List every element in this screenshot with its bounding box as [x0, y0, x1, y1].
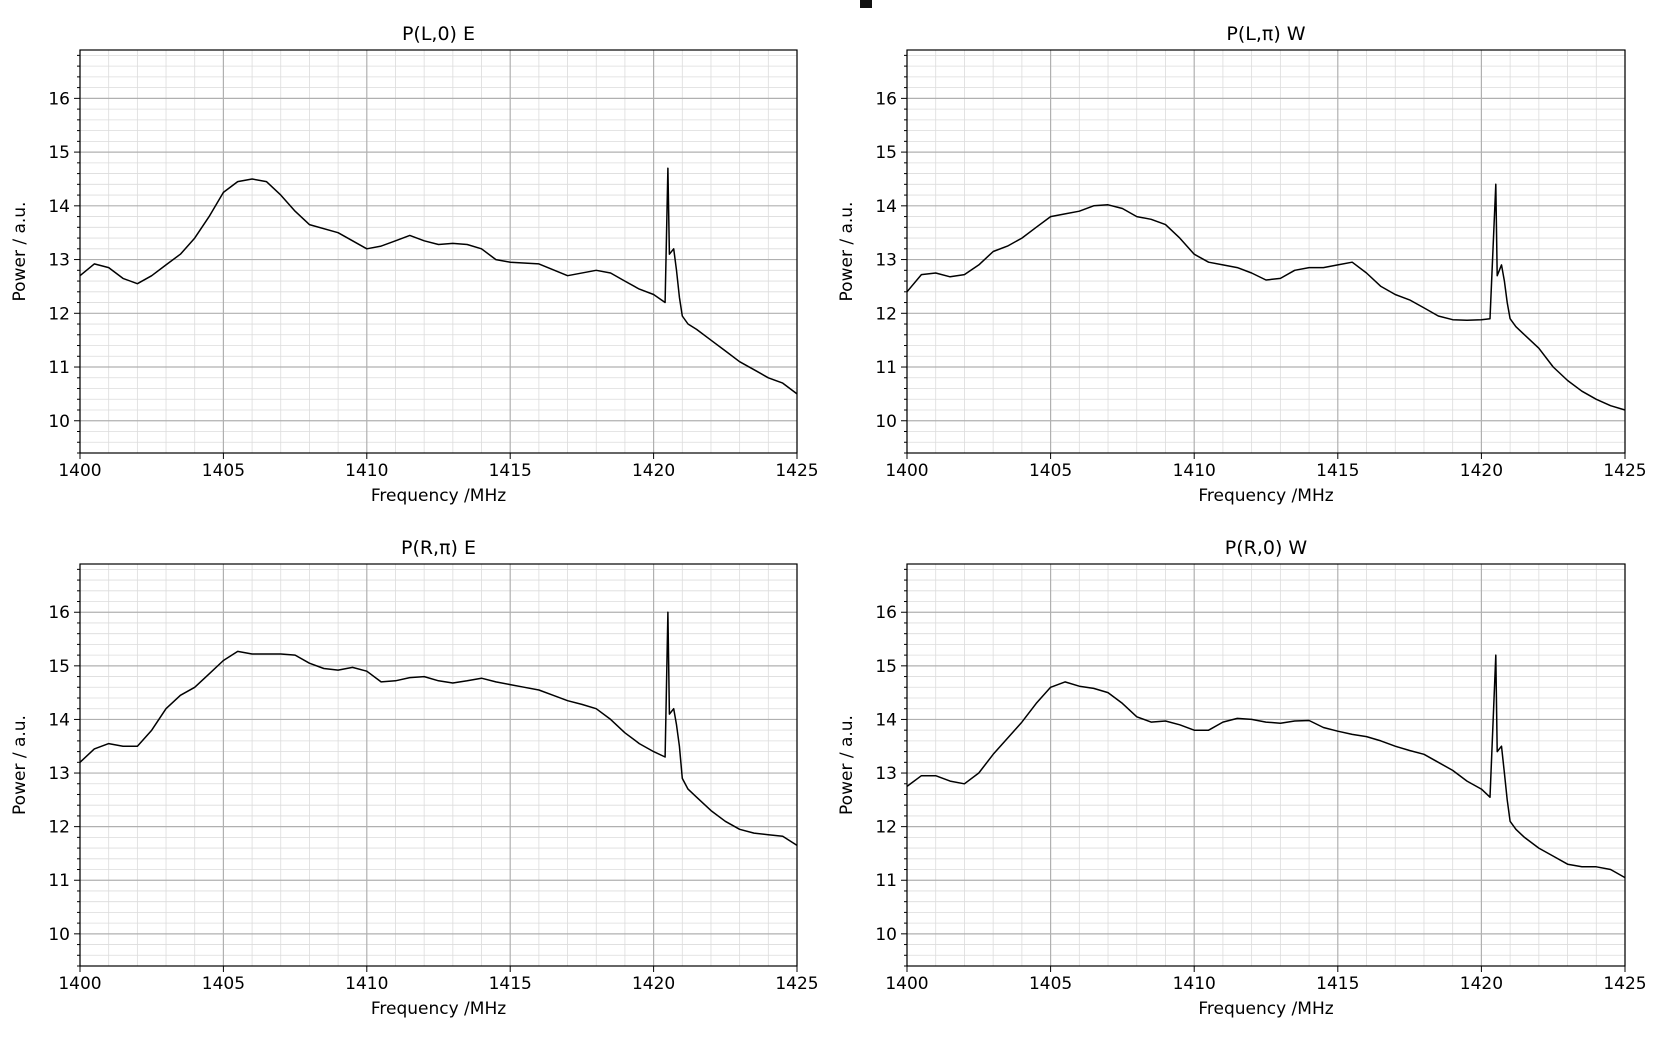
y-tick-label: 16 — [48, 89, 70, 109]
x-tick-label: 1400 — [885, 974, 928, 994]
y-tick-label: 13 — [875, 251, 897, 271]
minor-grid — [80, 50, 797, 454]
major-grid — [79, 564, 798, 966]
y-tick-label: 10 — [875, 412, 897, 432]
chart-title: P(L,0) E — [402, 23, 475, 45]
x-tick-label: 1425 — [775, 461, 818, 481]
y-tick-label: 15 — [48, 143, 70, 163]
chart-title: P(L,π) W — [1226, 23, 1305, 45]
plot-frame — [906, 563, 1626, 967]
x-axis-label: Frequency /MHz — [371, 486, 506, 506]
chart-title: P(R,0) W — [1225, 537, 1308, 559]
x-tick-label: 1405 — [202, 461, 245, 481]
series-line-p-l-pi-w — [906, 183, 1626, 411]
y-tick-label: 14 — [875, 197, 897, 217]
x-tick-label: 1420 — [632, 974, 675, 994]
y-axis-label: Power / a.u. — [10, 202, 30, 302]
x-tick-label: 1420 — [1460, 974, 1503, 994]
x-tick-label: 1400 — [58, 461, 101, 481]
x-tick-label: 1425 — [1603, 974, 1646, 994]
y-tick-label: 10 — [875, 925, 897, 945]
panel-p-r-0-w: 1400 1405 1410 1415 1420 142510111213141516P(… — [837, 537, 1647, 1019]
plot-frame — [906, 49, 1626, 454]
major-grid — [906, 564, 1626, 966]
y-axis-label: Power / a.u. — [837, 715, 857, 815]
y-tick-label: 16 — [875, 89, 897, 109]
y-tick-label: 10 — [48, 412, 70, 432]
minor-grid — [80, 564, 797, 967]
x-tick-label: 1415 — [1316, 461, 1359, 481]
x-tick-label: 1400 — [58, 974, 101, 994]
x-tick-label: 1400 — [885, 461, 928, 481]
y-tick-label: 11 — [875, 358, 897, 378]
y-tick-label: 12 — [48, 818, 70, 838]
y-tick-label: 11 — [875, 871, 897, 891]
x-tick-label: 1415 — [489, 974, 532, 994]
y-tick-label: 11 — [48, 358, 70, 378]
x-tick-label: 1425 — [775, 974, 818, 994]
y-tick-label: 16 — [875, 603, 897, 623]
major-grid — [79, 50, 798, 453]
x-tick-label: 1410 — [1173, 974, 1216, 994]
y-tick-label: 10 — [48, 925, 70, 945]
y-tick-label: 15 — [48, 657, 70, 677]
y-tick-label: 16 — [48, 603, 70, 623]
minor-grid — [907, 50, 1625, 454]
x-tick-label: 1410 — [345, 974, 388, 994]
x-axis-label: Frequency /MHz — [1198, 999, 1333, 1019]
series-line-p-r-pi-e — [79, 611, 798, 847]
x-tick-label: 1415 — [489, 461, 532, 481]
y-axis-label: Power / a.u. — [837, 202, 857, 302]
x-tick-label: 1405 — [202, 974, 245, 994]
y-tick-label: 13 — [48, 764, 70, 784]
plot-frame — [79, 563, 798, 967]
y-tick-label: 13 — [48, 251, 70, 271]
x-tick-label: 1415 — [1316, 974, 1359, 994]
y-tick-label: 12 — [48, 304, 70, 324]
panel-p-r-pi-e: 1400 1405 1410 1415 1420 142510111213141516P(… — [10, 537, 819, 1019]
x-tick-label: 1425 — [1603, 461, 1646, 481]
x-tick-label: 1420 — [1460, 461, 1503, 481]
series-line-p-l-0-e — [79, 167, 798, 395]
x-axis-label: Frequency /MHz — [1198, 486, 1333, 506]
y-tick-label: 14 — [48, 710, 70, 730]
series-line-p-r-0-w — [906, 654, 1626, 879]
x-tick-label: 1405 — [1029, 974, 1072, 994]
panel-p-l-pi-w: 1400 1405 1410 1415 1420 142510111213141516P(… — [837, 23, 1647, 506]
y-axis-label: Power / a.u. — [10, 715, 30, 815]
panel-p-l-0-e: 1400 1405 1410 1415 1420 142510111213141516P(… — [10, 23, 819, 506]
x-tick-label: 1410 — [345, 461, 388, 481]
plot-frame — [79, 49, 798, 454]
x-tick-label: 1420 — [632, 461, 675, 481]
y-tick-label: 12 — [875, 818, 897, 838]
y-tick-label: 15 — [875, 143, 897, 163]
y-tick-label: 14 — [875, 710, 897, 730]
top-mark — [860, 0, 872, 8]
major-grid — [906, 50, 1626, 453]
x-tick-label: 1405 — [1029, 461, 1072, 481]
y-tick-label: 14 — [48, 197, 70, 217]
y-tick-label: 12 — [875, 304, 897, 324]
chart-title: P(R,π) E — [401, 537, 476, 559]
minor-grid — [907, 564, 1625, 967]
y-tick-label: 11 — [48, 871, 70, 891]
y-tick-label: 15 — [875, 657, 897, 677]
x-tick-label: 1410 — [1173, 461, 1216, 481]
y-tick-label: 13 — [875, 764, 897, 784]
x-axis-label: Frequency /MHz — [371, 999, 506, 1019]
